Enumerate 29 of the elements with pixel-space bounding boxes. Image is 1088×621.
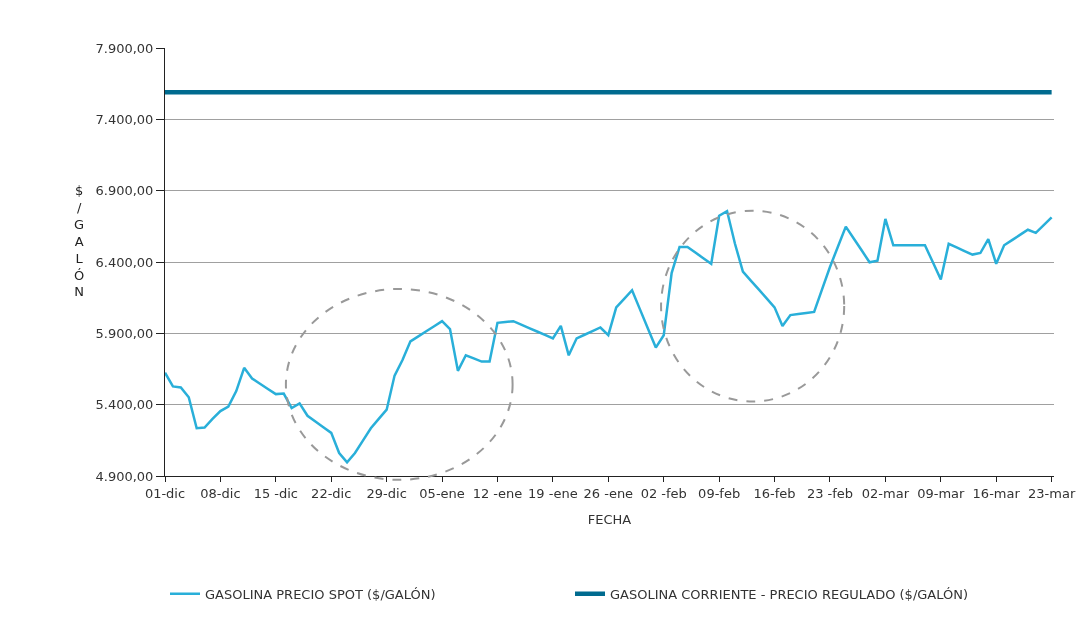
x-tick-label: 16-feb <box>753 485 796 501</box>
y-tick-label: 4.900,00 <box>95 468 154 484</box>
x-tick-label: 29-dic <box>366 485 407 501</box>
x-tick-label: 23-mar <box>1028 485 1076 501</box>
line-series <box>165 209 1053 464</box>
y-tick-label: 7.400,00 <box>95 111 154 127</box>
legend-label: GASOLINA PRECIO SPOT ($/GALÓN) <box>205 586 436 602</box>
x-tick-label: 16-mar <box>972 485 1021 501</box>
x-tick-label: 09-feb <box>698 485 741 501</box>
x-tick-label: 08-dic <box>200 485 241 501</box>
x-axis-title: FECHA <box>587 512 632 528</box>
y-tick-label: 5.400,00 <box>95 397 154 413</box>
x-tick-label: 22-dic <box>311 485 352 501</box>
x-tick-label: 26 -ene <box>583 485 634 501</box>
x-tick-label: 05-ene <box>419 485 465 501</box>
x-tick-label: 01-dic <box>144 485 186 501</box>
x-tick-label: 02 -feb <box>640 485 687 501</box>
x-tick-label: 15 -dic <box>253 485 299 501</box>
x-tick-label: 23 -feb <box>806 485 854 501</box>
legend-label: GASOLINA CORRIENTE - PRECIO REGULADO ($/GALÓN) <box>610 586 969 602</box>
y-axis-title: $/GALÓN <box>74 183 85 300</box>
x-tick-label: 12 -ene <box>472 485 523 501</box>
y-tick-label: 7.900,00 <box>95 40 154 56</box>
x-tick-label: 09-mar <box>917 485 966 501</box>
x-tick-label: 02-mar <box>861 485 910 501</box>
y-tick-label: 6.900,00 <box>95 183 154 199</box>
y-tick-label: 6.400,00 <box>95 254 154 270</box>
x-tick-label: 19 -ene <box>528 485 578 501</box>
y-tick-label: 5.900,00 <box>95 325 154 341</box>
